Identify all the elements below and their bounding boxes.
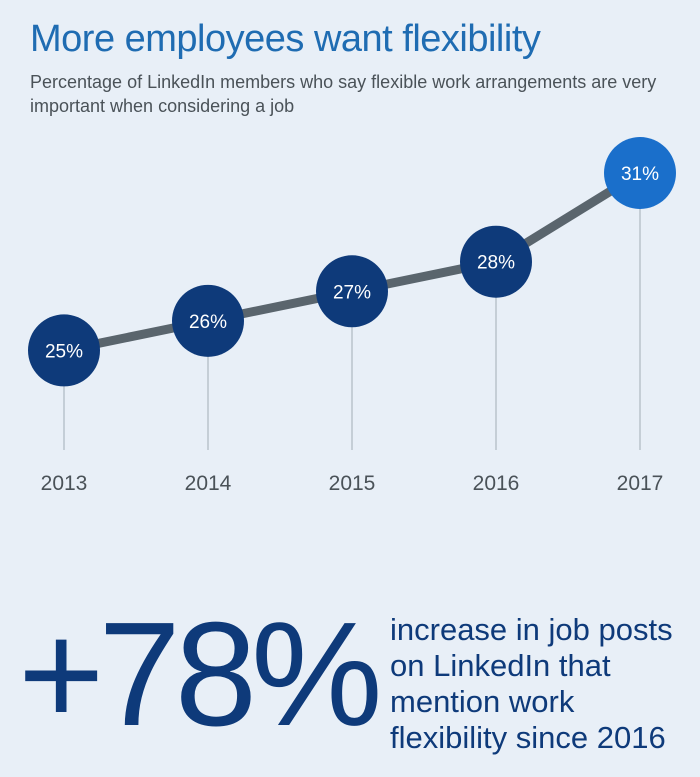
chart-title: More employees want flexibility: [30, 18, 541, 60]
chart-subtitle: Percentage of LinkedIn members who say f…: [30, 72, 657, 116]
data-label-2015: 27%: [333, 282, 371, 303]
line-chart: 25% 26% 27% 28% 31% 2013 2014 2015 2016 2017: [28, 137, 676, 495]
data-label-2013: 25%: [45, 341, 83, 362]
data-point-2016: [460, 225, 532, 298]
x-tick-label-2017: 2017: [617, 472, 664, 495]
data-label-2017: 31%: [621, 164, 659, 185]
data-point-2014: [172, 284, 244, 357]
data-label-2016: 28%: [477, 253, 515, 274]
data-point-2017: [604, 137, 676, 209]
data-point-2015: [316, 255, 388, 328]
x-tick-label-2013: 2013: [41, 472, 88, 495]
x-tick-label-2015: 2015: [329, 472, 376, 495]
data-point-2013: [28, 314, 100, 387]
stat-description: increase in job posts on LinkedIn that m…: [390, 612, 673, 755]
x-tick-label-2014: 2014: [185, 472, 232, 495]
stat-value: +78%: [18, 592, 383, 757]
data-label-2014: 26%: [189, 312, 227, 333]
x-tick-label-2016: 2016: [473, 472, 520, 495]
